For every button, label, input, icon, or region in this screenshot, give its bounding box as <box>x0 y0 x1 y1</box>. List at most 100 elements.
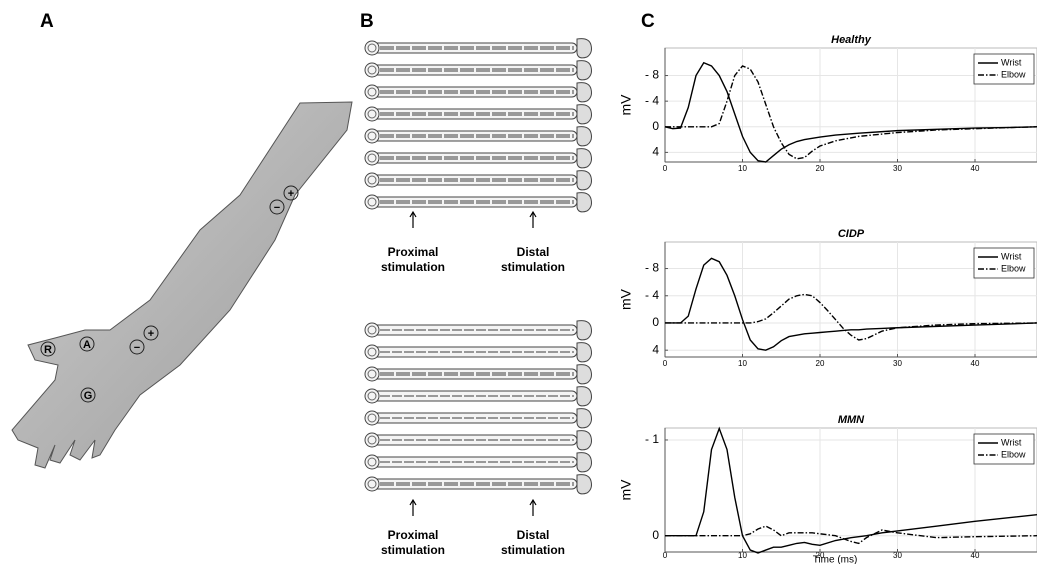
stim-label: Distal <box>517 528 550 542</box>
x-tick-label: 0 <box>663 551 668 560</box>
soma <box>364 62 380 78</box>
y-axis-label: mV <box>618 94 634 116</box>
electrodes <box>40 185 299 403</box>
soma <box>364 344 380 360</box>
soma <box>364 128 380 144</box>
x-tick-label: 40 <box>971 359 980 368</box>
soma <box>364 194 380 210</box>
axon <box>371 346 578 358</box>
soma <box>364 432 380 448</box>
soma <box>364 454 380 470</box>
soma <box>364 388 380 404</box>
electrode-sign: + <box>148 328 154 340</box>
stim-label: stimulation <box>501 260 565 274</box>
terminal <box>576 170 592 191</box>
legend-box <box>973 247 1035 279</box>
terminal <box>576 320 592 341</box>
soma <box>364 40 380 56</box>
x-tick-label: 10 <box>738 164 747 173</box>
stim-label: stimulation <box>381 543 445 557</box>
axon <box>371 412 578 424</box>
panel-label: A <box>40 11 54 32</box>
terminal <box>576 452 592 473</box>
soma <box>364 322 380 338</box>
x-tick-label: 30 <box>893 359 902 368</box>
electrode-label: A <box>83 339 91 351</box>
terminal <box>576 38 592 59</box>
x-tick-label: 0 <box>663 164 668 173</box>
soma-core <box>367 435 377 445</box>
chart-title: MMN <box>838 414 865 426</box>
stim-label: Proximal <box>388 245 439 259</box>
chart-title: Healthy <box>831 34 872 46</box>
legend-box <box>973 53 1035 85</box>
y-tick-label: 0 <box>652 119 659 133</box>
panel-label: B <box>360 11 374 32</box>
axon <box>371 324 578 336</box>
soma-core <box>367 391 377 401</box>
y-tick-label: - 8 <box>645 68 659 82</box>
soma-core <box>367 153 377 163</box>
soma-core <box>367 325 377 335</box>
terminal <box>576 148 592 169</box>
legend-label: Elbow <box>1001 449 1026 459</box>
y-tick-label: 0 <box>652 528 659 542</box>
series-line <box>665 65 1037 160</box>
y-tick-label: - 1 <box>645 432 659 446</box>
soma-core <box>367 413 377 423</box>
electrode-sign: − <box>274 202 280 214</box>
soma-core <box>367 43 377 53</box>
terminal <box>576 60 592 81</box>
y-tick-label: - 8 <box>645 261 659 275</box>
soma-core <box>367 131 377 141</box>
electrode-sign: − <box>134 342 140 354</box>
x-tick-label: 40 <box>971 164 980 173</box>
series-line <box>665 293 1037 341</box>
panel-label: C <box>641 11 655 32</box>
electrode-sign: + <box>288 188 294 200</box>
soma-core <box>367 175 377 185</box>
soma-core <box>367 347 377 357</box>
terminal <box>576 430 592 451</box>
soma-core <box>367 109 377 119</box>
nerve-fibers <box>364 38 592 495</box>
series-line <box>664 61 1037 163</box>
y-axis-label: mV <box>618 288 634 310</box>
stim-label: Proximal <box>388 528 439 542</box>
x-tick-label: 10 <box>738 551 747 560</box>
x-tick-label: 20 <box>816 551 825 560</box>
soma-core <box>367 87 377 97</box>
axon <box>371 456 578 468</box>
terminal <box>576 82 592 103</box>
soma-core <box>367 369 377 379</box>
legend-label: Wrist <box>1001 437 1022 447</box>
terminal <box>576 342 592 363</box>
soma <box>364 366 380 382</box>
axon <box>371 434 578 446</box>
series-line <box>665 257 1037 351</box>
x-tick-label: 40 <box>971 551 980 560</box>
stim-label: Distal <box>517 245 550 259</box>
soma <box>364 172 380 188</box>
legend-box <box>973 433 1035 465</box>
y-tick-label: 4 <box>652 342 659 356</box>
soma-core <box>367 457 377 467</box>
y-tick-label: 4 <box>652 145 659 159</box>
y-tick-label: - 4 <box>645 93 659 107</box>
electrode-label: R <box>44 344 52 356</box>
x-tick-label: 30 <box>893 551 902 560</box>
terminal <box>576 104 592 125</box>
x-axis-label: Time (ms) <box>813 555 858 564</box>
terminal <box>576 126 592 147</box>
terminal <box>576 192 592 213</box>
soma <box>364 84 380 100</box>
soma-core <box>367 65 377 75</box>
arm <box>11 101 353 469</box>
stim-label: stimulation <box>501 543 565 557</box>
x-tick-label: 0 <box>663 359 668 368</box>
soma <box>364 150 380 166</box>
y-tick-label: 0 <box>652 315 659 329</box>
stim-label: stimulation <box>381 260 445 274</box>
soma-core <box>367 479 377 489</box>
legend-label: Wrist <box>1001 251 1022 261</box>
